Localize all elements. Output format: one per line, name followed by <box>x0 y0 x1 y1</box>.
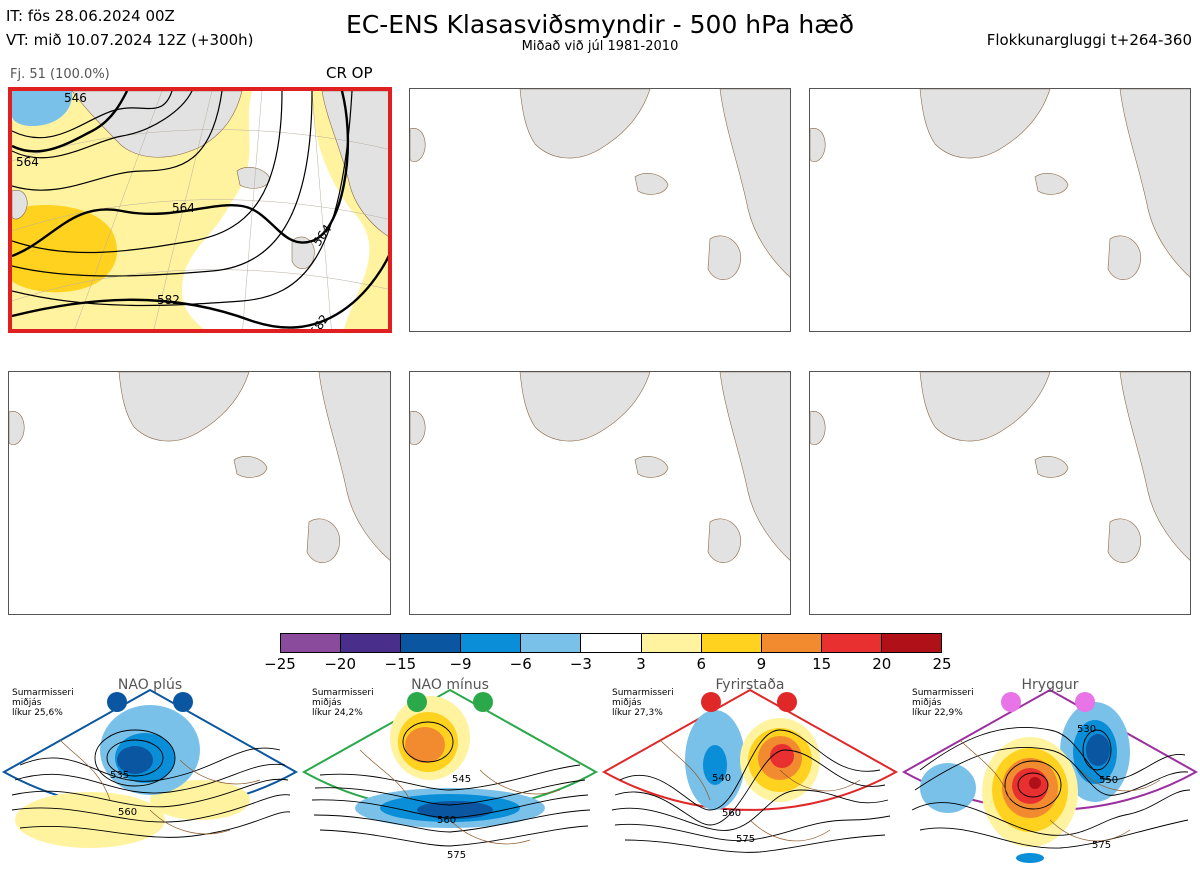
regime-note-line: Sumarmisseri <box>312 688 374 698</box>
colorbar-tick-label: −9 <box>449 655 472 673</box>
colorbar-swatch <box>461 634 522 652</box>
colorbar-tick-label: 25 <box>932 655 952 673</box>
cluster-map-4[interactable] <box>8 371 391 615</box>
cluster-map-6[interactable] <box>809 371 1191 615</box>
colorbar-swatch <box>401 634 462 652</box>
colorbar-swatch <box>281 634 342 652</box>
basemap-graphic <box>810 89 1190 280</box>
page-subtitle: Miðað við júl 1981-2010 <box>521 39 679 54</box>
issue-time: IT: fös 28.06.2024 00Z <box>6 7 175 25</box>
classification-window: Flokkunargluggi t+264-360 <box>986 31 1192 49</box>
basemap-graphic <box>410 372 790 563</box>
regime-note-line: líkur 22,9% <box>912 708 963 718</box>
regime-note-line: líkur 25,6% <box>12 708 63 718</box>
cluster-label: Fj. 51 (100.0%) <box>10 67 110 82</box>
colorbar-tick-label: 20 <box>872 655 892 673</box>
colorbar-tick-label: −6 <box>509 655 532 673</box>
contour-label: 582 <box>307 312 332 333</box>
regime-contour-label: 550 <box>1099 775 1118 786</box>
regime-contour-label: 530 <box>1077 724 1096 735</box>
regime-name: Fyrirstaða <box>715 677 785 693</box>
regime-map-graphic: 545 560 575 <box>301 688 599 861</box>
regime-note-line: líkur 27,3% <box>612 708 663 718</box>
basemap-graphic <box>410 89 790 280</box>
regime-contour-label: 560 <box>118 807 137 818</box>
colorbar-tick-label: 9 <box>756 655 767 673</box>
regime-ridge[interactable]: 530 550 575 Hryggur Sumarmisseri miðjás … <box>900 677 1200 871</box>
regime-name: Hryggur <box>1021 677 1079 693</box>
regime-contour-label: 540 <box>712 773 731 784</box>
regime-map-graphic: 530 550 575 <box>901 688 1199 863</box>
regime-nao-minus[interactable]: 545 560 575 NAO mínus Sumarmisseri miðjá… <box>300 677 600 871</box>
cluster-map-3[interactable] <box>809 88 1191 332</box>
regime-name: NAO mínus <box>411 677 489 693</box>
colorbar-swatch <box>641 634 702 652</box>
regime-note-line: Sumarmisseri <box>912 688 974 698</box>
regime-note-line: miðjás <box>12 698 42 708</box>
regime-note-line: Sumarmisseri <box>612 688 674 698</box>
colorbar-swatch <box>761 634 822 652</box>
cluster-map-1[interactable]: 546 564 564 564 582 582 <box>8 87 392 333</box>
contour-label: 582 <box>157 293 180 307</box>
colorbar-swatch <box>521 634 582 652</box>
colorbar-tick-label: −3 <box>569 655 592 673</box>
regime-contour-label: 560 <box>437 815 456 826</box>
contour-label: 564 <box>310 222 335 249</box>
colorbar-swatch <box>881 634 942 652</box>
regime-map-graphic: 535 560 <box>1 688 299 848</box>
regime-contour-label: 575 <box>447 850 466 861</box>
colorbar-tick-label: −15 <box>384 655 417 673</box>
regime-contour-label: 545 <box>452 774 471 785</box>
colorbar-swatch <box>341 634 402 652</box>
colorbar-tick-label: −25 <box>264 655 296 673</box>
valid-time: VT: mið 10.07.2024 12Z (+300h) <box>6 31 254 49</box>
regime-note-line: Sumarmisseri <box>12 688 74 698</box>
regime-nao-plus[interactable]: 535 560 NAO plús Sumarmisseri miðjás lík… <box>0 677 300 871</box>
page-title: EC-ENS Klasasviðsmyndir - 500 hPa hæð <box>345 10 855 39</box>
regime-contour-label: 575 <box>1092 840 1111 851</box>
cluster-map-1-graphic: 546 564 564 564 582 582 <box>12 91 388 333</box>
regime-blocking[interactable]: 540 560 575 Fyrirstaða Sumarmisseri miðj… <box>600 677 900 871</box>
cluster-tag: CR OP <box>326 64 373 82</box>
colorbar-tick-label: −20 <box>324 655 356 673</box>
regime-note: Sumarmisseri miðjás líkur 27,3% <box>612 688 674 718</box>
regime-note-line: miðjás <box>612 698 642 708</box>
basemap-graphic <box>810 372 1190 563</box>
regime-contour-label: 535 <box>110 770 129 781</box>
regime-name: NAO plús <box>117 677 183 693</box>
colorbar-tick-label: 15 <box>812 655 832 673</box>
colorbar-ticks: −25 −20 −15 −9 −6 −3 3 6 9 15 20 25 <box>264 655 951 675</box>
basemap-graphic <box>9 372 390 563</box>
contour-label: 564 <box>16 155 39 169</box>
contour-label: 564 <box>172 201 195 215</box>
regime-contour-label: 560 <box>722 808 741 819</box>
regime-note-line: miðjás <box>312 698 342 708</box>
colorbar-swatch <box>821 634 882 652</box>
cluster-map-5[interactable] <box>409 371 791 615</box>
regime-contour-label: 575 <box>736 834 755 845</box>
colorbar-swatch <box>701 634 762 652</box>
regime-note: Sumarmisseri miðjás líkur 24,2% <box>312 688 374 718</box>
regime-note-line: miðjás <box>912 698 942 708</box>
colorbar-tick-label: 3 <box>636 655 646 673</box>
colorbar-swatch <box>581 634 642 652</box>
regime-note: Sumarmisseri miðjás líkur 25,6% <box>12 688 74 718</box>
regime-note-line: líkur 24,2% <box>312 708 363 718</box>
anomaly-colorbar <box>280 633 942 653</box>
colorbar-tick-label: 6 <box>696 655 707 673</box>
regime-note: Sumarmisseri miðjás líkur 22,9% <box>912 688 974 718</box>
contour-label: 546 <box>64 91 87 105</box>
regime-map-graphic: 540 560 575 <box>601 688 899 853</box>
cluster-map-2[interactable] <box>409 88 791 332</box>
